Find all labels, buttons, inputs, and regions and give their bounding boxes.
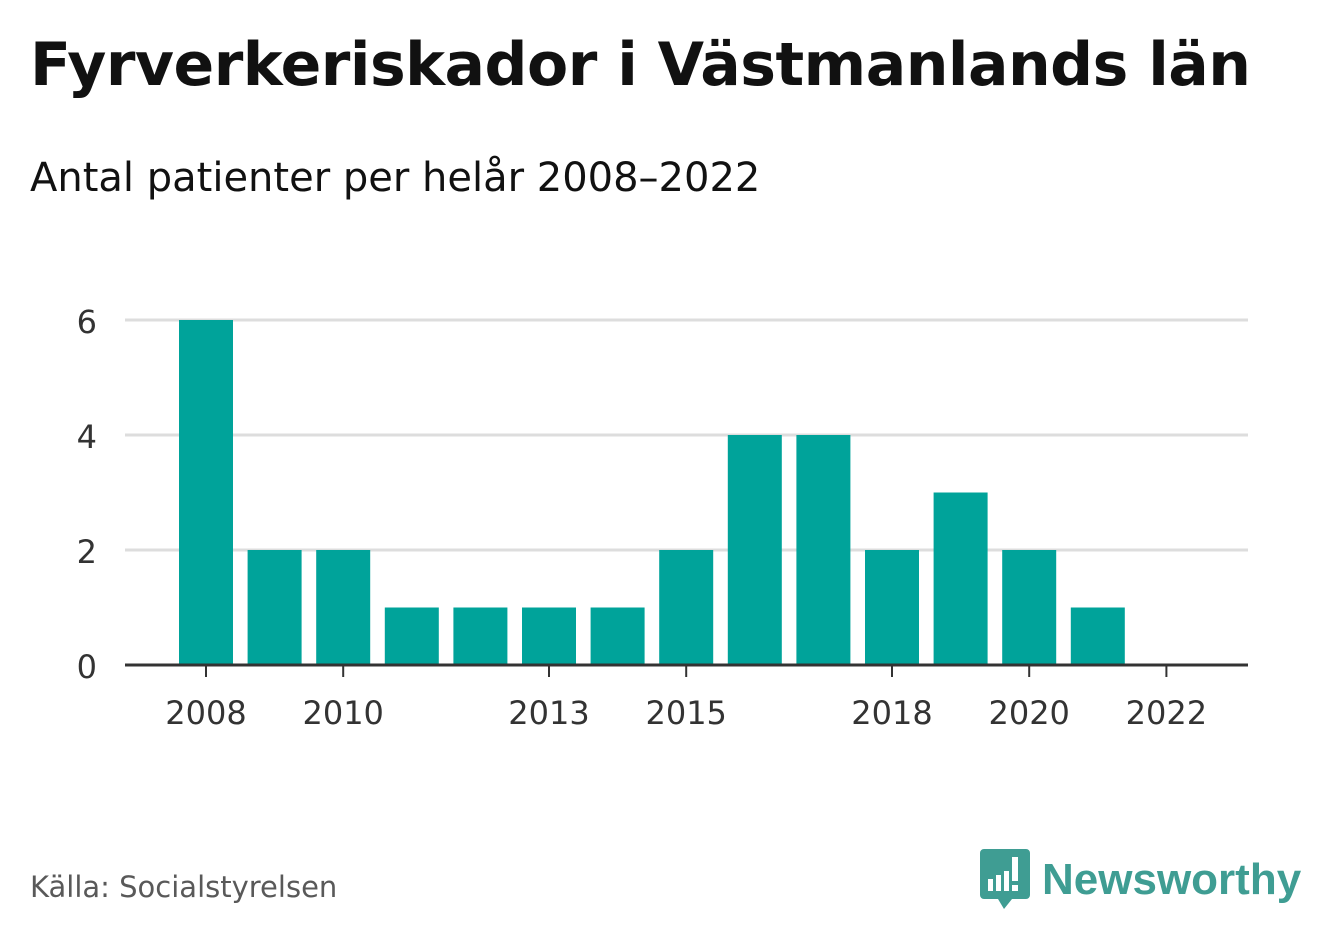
- x-tick-label: 2015: [645, 694, 726, 732]
- y-tick-label: 4: [77, 418, 97, 456]
- y-tick-label: 2: [77, 533, 97, 571]
- gridlines: [125, 318, 1248, 552]
- bar-2020: [1002, 550, 1057, 665]
- x-tick-label: 2020: [988, 694, 1069, 732]
- bar-2010: [316, 550, 371, 665]
- bar-2012: [453, 607, 508, 665]
- bar-2018: [865, 550, 919, 665]
- chart-subtitle: Antal patienter per helår 2008–2022: [30, 155, 761, 201]
- y-tick-label: 6: [77, 303, 97, 341]
- y-tick-label: 0: [77, 648, 97, 686]
- y-axis-ticks: 0 2 4 6: [77, 303, 97, 686]
- brand-logo: Newsworthy: [980, 848, 1301, 912]
- bar-2019: [933, 492, 988, 665]
- x-tick-label: 2010: [302, 694, 383, 732]
- bar-chart-speech-icon: [980, 849, 1030, 909]
- chart-title: Fyrverkeriskador i Västmanlands län: [30, 30, 1251, 100]
- brand-name: Newsworthy: [1042, 855, 1302, 904]
- bar-2008: [179, 320, 233, 665]
- x-tick-label: 2022: [1126, 694, 1207, 732]
- x-tick-label: 2008: [165, 694, 246, 732]
- bar-2016: [727, 435, 782, 665]
- bar-2011: [384, 607, 439, 665]
- x-axis-ticks: 2008 2010 2013 2015 2018 2020 2022: [165, 665, 1207, 732]
- source-note: Källa: Socialstyrelsen: [30, 870, 338, 904]
- bar-2017: [796, 435, 851, 665]
- bar-2009: [247, 550, 302, 665]
- x-tick-label: 2018: [851, 694, 932, 732]
- bar-2014: [590, 607, 645, 665]
- bar-2021: [1070, 607, 1125, 665]
- bars: [179, 320, 1125, 665]
- x-tick-label: 2013: [508, 694, 589, 732]
- bar-2015: [659, 550, 714, 665]
- bar-2013: [522, 607, 576, 665]
